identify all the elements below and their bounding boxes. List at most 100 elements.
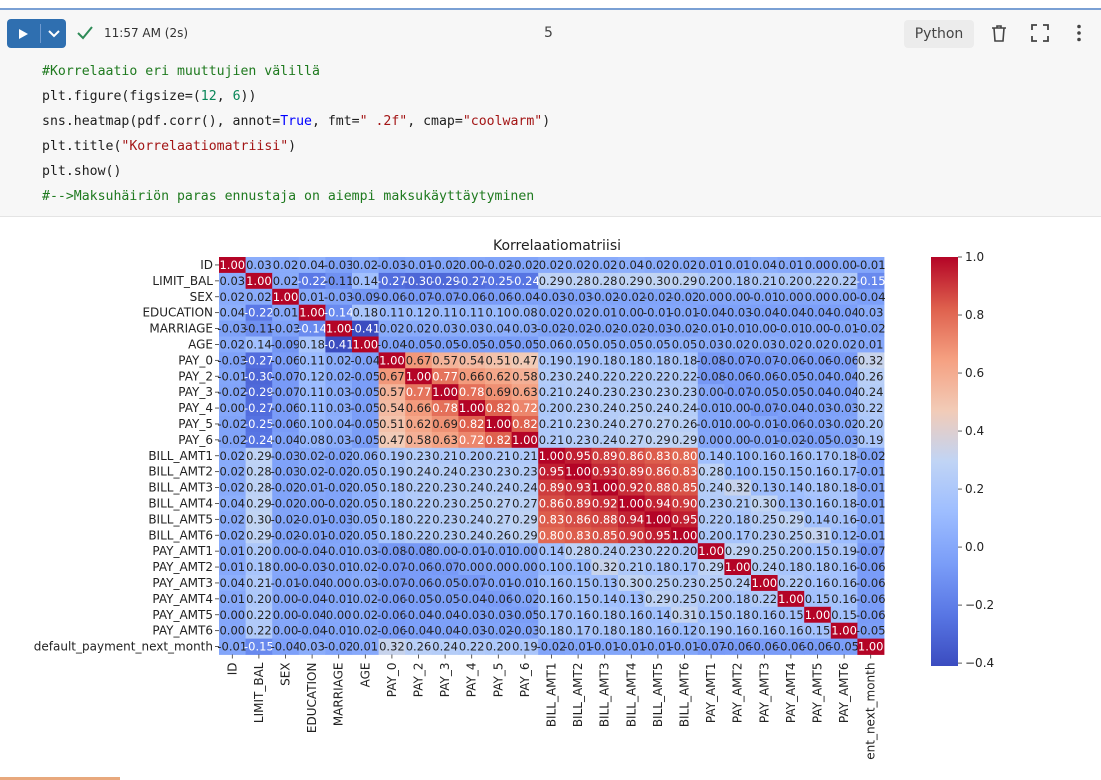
heatmap-cell: [618, 590, 645, 608]
run-options-button[interactable]: [41, 19, 66, 48]
heatmap-cell: [777, 511, 805, 528]
heatmap-annotation: 0.16: [645, 624, 671, 638]
heatmap-cell: [724, 431, 752, 449]
heatmap-cell: [777, 431, 805, 449]
heatmap-cell: [724, 606, 752, 624]
heatmap-cell: [830, 352, 858, 369]
heatmap-cell: [298, 368, 326, 385]
heatmap-cell: [458, 384, 486, 401]
heatmap-annotation: 0.22: [698, 512, 724, 526]
heatmap-annotation: 0.04: [485, 322, 511, 336]
heatmap-cell: [272, 590, 300, 608]
heatmap-annotation: 0.11: [299, 385, 325, 399]
heatmap-cell: [830, 606, 858, 624]
delete-cell-button[interactable]: [987, 21, 1011, 45]
heatmap-annotation: -0.06: [749, 640, 779, 654]
heatmap-cell: [591, 304, 619, 321]
heatmap-cell: [618, 511, 645, 528]
heatmap-cell: [618, 479, 645, 496]
heatmap-annotation: -0.03: [324, 258, 354, 272]
heatmap-annotation: 0.15: [805, 624, 831, 638]
heatmap-cell: [352, 590, 379, 608]
run-cell-button[interactable]: [7, 19, 39, 48]
heatmap-cell: [591, 527, 619, 544]
heatmap-cell: [538, 431, 566, 449]
heatmap-cell: [378, 622, 406, 639]
heatmap-cell: [671, 575, 699, 592]
heatmap-annotation: 0.16: [805, 465, 831, 479]
heatmap-annotation: -0.07: [404, 290, 434, 304]
heatmap-annotation: -0.01: [723, 322, 753, 336]
heatmap-annotation: 0.15: [565, 592, 591, 606]
heatmap-cell: [671, 447, 699, 465]
heatmap-annotation: 0.28: [592, 274, 618, 288]
heatmap-annotation: 0.23: [565, 417, 591, 431]
heatmap-annotation: 0.22: [672, 369, 698, 383]
heatmap-cell: [245, 511, 273, 528]
heatmap-annotation: 0.18: [379, 528, 405, 542]
bottom-divider: [0, 775, 1101, 780]
code-editor[interactable]: #Korrelaatio eri muuttujien välillä plt.…: [0, 58, 1101, 217]
heatmap-annotation: 0.00: [459, 560, 485, 574]
x-tick-label: BILL_AMT5: [651, 663, 665, 728]
heatmap-annotation: 0.22: [751, 592, 777, 606]
heatmap-annotation: 0.15: [698, 608, 724, 622]
heatmap-cell: [511, 575, 539, 592]
heatmap-cell: [431, 352, 459, 369]
heatmap-annotation: -0.01: [749, 417, 779, 431]
heatmap-cell: [671, 606, 699, 624]
heatmap-annotation: 0.10: [565, 560, 591, 574]
heatmap-cell: [485, 272, 512, 290]
heatmap-annotation: 0.29: [246, 528, 272, 542]
heatmap-cell: [325, 495, 353, 512]
heatmap-annotation: 0.22: [858, 401, 884, 415]
heatmap-annotation: 0.01: [219, 544, 245, 558]
heatmap-annotation: -0.03: [457, 608, 487, 622]
heatmap-annotation: 1.00: [645, 512, 671, 526]
heatmap-cell: [564, 479, 592, 496]
heatmap-annotation: -0.02: [590, 322, 620, 336]
heatmap-cell: [272, 495, 300, 512]
heatmap-annotation: 0.05: [592, 337, 618, 351]
heatmap-annotation: 0.22: [831, 274, 857, 288]
heatmap-cell: [245, 304, 273, 321]
heatmap-cell: [671, 638, 699, 655]
heatmap-annotation: -0.03: [483, 608, 513, 622]
heatmap-cell: [830, 559, 858, 576]
heatmap-cell: [830, 368, 858, 385]
heatmap-annotation: 0.23: [459, 465, 485, 479]
heatmap-annotation: 0.23: [512, 465, 538, 479]
heatmap-annotation: 0.02: [672, 258, 698, 272]
heatmap-cell: [352, 336, 379, 353]
heatmap-annotation: -0.02: [776, 433, 806, 447]
heatmap-cell: [644, 288, 672, 306]
cell-menu-button[interactable]: [1067, 21, 1091, 45]
heatmap-annotation: 0.25: [618, 401, 644, 415]
heatmap-cell: [298, 638, 326, 655]
heatmap-cell: [245, 527, 273, 544]
heatmap-annotation: 0.18: [379, 512, 405, 526]
heatmap-annotation: 0.02: [592, 258, 618, 272]
heatmap-annotation: -0.06: [856, 592, 886, 606]
heatmap-cell: [458, 511, 486, 528]
colorbar-tick-label: 0.2: [965, 482, 984, 496]
check-icon: [77, 26, 93, 40]
heatmap-annotation: -0.06: [271, 417, 301, 431]
heatmap-annotation: -0.02: [510, 258, 540, 272]
heatmap-cell: [352, 257, 379, 274]
heatmap-annotation: 0.21: [751, 274, 777, 288]
heatmap-cell: [857, 288, 885, 306]
heatmap-cell: [378, 606, 406, 624]
language-button[interactable]: Python: [904, 20, 974, 48]
heatmap-annotation: 0.18: [725, 592, 751, 606]
heatmap-annotation: 0.26: [406, 640, 432, 654]
heatmap-annotation: 0.29: [725, 544, 751, 558]
heatmap-annotation: 0.05: [645, 337, 671, 351]
heatmap-annotation: 0.21: [512, 449, 538, 463]
expand-cell-button[interactable]: [1028, 21, 1052, 45]
heatmap-annotation: 0.66: [406, 401, 432, 415]
heatmap-cell: [272, 606, 300, 624]
heatmap-annotation: 0.14: [698, 449, 724, 463]
heatmap-cell: [857, 400, 885, 417]
heatmap-annotation: 0.24: [459, 528, 485, 542]
